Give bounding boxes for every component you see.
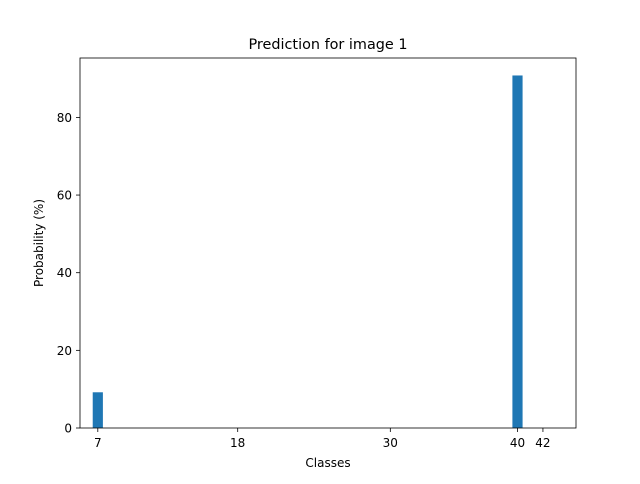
y-tick-label-80: 80	[57, 111, 72, 125]
y-tick-label-60: 60	[57, 189, 72, 203]
y-tick-label-20: 20	[57, 344, 72, 358]
x-tick-label-30: 30	[383, 436, 398, 450]
y-tick-label-0: 0	[64, 422, 72, 436]
x-ticks-group: 7 18 30 40 42	[94, 428, 551, 450]
y-tick-label-40: 40	[57, 266, 72, 280]
y-axis-label: Probability (%)	[32, 199, 46, 287]
x-tick-label-40: 40	[510, 436, 525, 450]
y-ticks-group: 0 20 40 60 80	[57, 111, 80, 436]
x-tick-label-42: 42	[535, 436, 550, 450]
x-tick-label-7: 7	[94, 436, 102, 450]
bar-class-40	[512, 75, 523, 429]
x-tick-label-18: 18	[230, 436, 245, 450]
bars-group	[92, 75, 523, 429]
bar-class-7	[92, 392, 103, 428]
chart-title: Prediction for image 1	[249, 37, 408, 53]
x-axis-label: Classes	[305, 456, 350, 470]
plot-area-frame	[79, 57, 577, 429]
